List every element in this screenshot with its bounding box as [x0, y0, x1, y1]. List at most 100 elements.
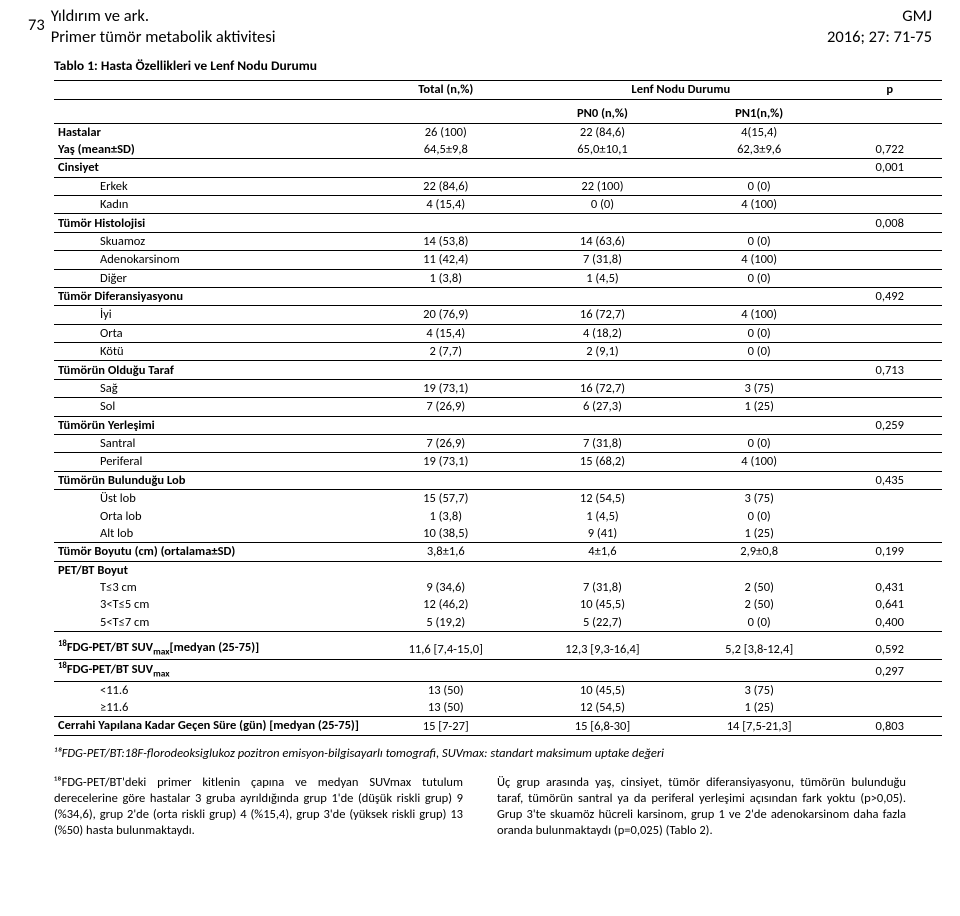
- row-label: Diğer: [54, 269, 367, 287]
- table-row: ≥11.613 (50)12 (54,5)1 (25): [54, 699, 942, 717]
- body-column-right: Üç grup arasında yaş, cinsiyet, tümör di…: [497, 775, 906, 840]
- cell-total: 15 (57,7): [367, 490, 524, 508]
- row-label: Cinsiyet: [54, 159, 367, 177]
- table-row: Tümör Diferansiyasyonu 0,492: [54, 287, 942, 305]
- row-label: Alt lob: [54, 525, 367, 543]
- col-lenf-header: Lenf Nodu Durumu: [524, 81, 837, 99]
- cell-total: 14 (53,8): [367, 232, 524, 250]
- row-label: Sol: [54, 398, 367, 416]
- cell-p: 0,435: [838, 471, 942, 489]
- cell-total: 13 (50): [367, 681, 524, 699]
- cell-p: [838, 398, 942, 416]
- row-label: 18FDG-PET/BT SUVmax[medyan (25-75)]: [54, 638, 367, 660]
- issue-line: 2016; 27: 71-75: [827, 27, 932, 48]
- cell-pn1: 14 [7,5-21,3]: [681, 717, 838, 735]
- cell-total: 7 (26,9): [367, 398, 524, 416]
- row-label: Kadın: [54, 196, 367, 214]
- cell-pn0: [524, 361, 681, 379]
- row-label: T≤3 cm: [54, 579, 367, 596]
- cell-p: [838, 343, 942, 361]
- table-row: Sol7 (26,9)6 (27,3)1 (25): [54, 398, 942, 416]
- cell-p: [838, 123, 942, 141]
- table-row: Skuamoz14 (53,8)14 (63,6)0 (0): [54, 232, 942, 250]
- cell-p: 0,199: [838, 543, 942, 561]
- cell-pn0: [524, 561, 681, 579]
- row-label: 18FDG-PET/BT SUVmax: [54, 659, 367, 681]
- table-row: Periferal19 (73,1)15 (68,2)4 (100): [54, 453, 942, 471]
- cell-pn1: [681, 214, 838, 232]
- row-label: <11.6: [54, 681, 367, 699]
- cell-p: [838, 434, 942, 452]
- row-label: Cerrahi Yapılana Kadar Geçen Süre (gün) …: [54, 717, 367, 735]
- row-label: Tümör Diferansiyasyonu: [54, 287, 367, 305]
- row-label: Yaş (mean±SD): [54, 141, 367, 159]
- cell-pn0: 12 (54,5): [524, 490, 681, 508]
- cell-p: 0,297: [838, 659, 942, 681]
- table-row: <11.613 (50)10 (45,5)3 (75): [54, 681, 942, 699]
- table-body: Hastalar26 (100)22 (84,6)4(15,4)Yaş (mea…: [54, 123, 942, 735]
- cell-p: [838, 251, 942, 269]
- header-right: GMJ 2016; 27: 71-75: [827, 6, 932, 47]
- cell-p: [838, 196, 942, 214]
- cell-pn0: [524, 659, 681, 681]
- row-label: Orta lob: [54, 507, 367, 524]
- cell-pn1: 4 (100): [681, 306, 838, 324]
- cell-p: [838, 699, 942, 717]
- cell-p: [838, 507, 942, 524]
- cell-p: 0,008: [838, 214, 942, 232]
- cell-p: [838, 177, 942, 195]
- row-label: Tümörün Olduğu Taraf: [54, 361, 367, 379]
- patient-characteristics-table: Total (n,%) Lenf Nodu Durumu p PN0 (n,%)…: [54, 80, 942, 735]
- cell-pn1: [681, 416, 838, 434]
- cell-total: 4 (15,4): [367, 196, 524, 214]
- cell-p: 0,592: [838, 638, 942, 660]
- cell-total: [367, 471, 524, 489]
- row-label: 5<T≤7 cm: [54, 614, 367, 632]
- cell-pn1: 5,2 [3,8-12,4]: [681, 638, 838, 660]
- cell-pn1: 4 (100): [681, 453, 838, 471]
- table-row: Tümörün Bulunduğu Lob0,435: [54, 471, 942, 489]
- cell-total: [367, 214, 524, 232]
- cell-pn0: 22 (100): [524, 177, 681, 195]
- cell-pn0: 1 (4,5): [524, 269, 681, 287]
- cell-p: 0,001: [838, 159, 942, 177]
- cell-total: [367, 659, 524, 681]
- cell-pn0: 10 (45,5): [524, 681, 681, 699]
- cell-total: [367, 561, 524, 579]
- table-row: Üst lob15 (57,7)12 (54,5)3 (75): [54, 490, 942, 508]
- table-row: Kadın4 (15,4)0 (0)4 (100): [54, 196, 942, 214]
- cell-total: 10 (38,5): [367, 525, 524, 543]
- table-row: Alt lob10 (38,5)9 (41)1 (25): [54, 525, 942, 543]
- cell-pn0: [524, 287, 681, 305]
- cell-total: 9 (34,6): [367, 579, 524, 596]
- cell-total: [367, 416, 524, 434]
- cell-pn1: [681, 287, 838, 305]
- body-column-left: ¹⁸FDG-PET/BT'deki primer kitlenin çapına…: [54, 775, 463, 840]
- cell-p: 0,641: [838, 596, 942, 613]
- cell-total: 5 (19,2): [367, 614, 524, 632]
- cell-pn1: 62,3±9,6: [681, 141, 838, 159]
- cell-p: 0,492: [838, 287, 942, 305]
- cell-pn1: 1 (25): [681, 699, 838, 717]
- cell-pn1: 2 (50): [681, 579, 838, 596]
- cell-total: 22 (84,6): [367, 177, 524, 195]
- row-label: Sağ: [54, 379, 367, 397]
- cell-pn1: 0 (0): [681, 177, 838, 195]
- col-p-header: p: [838, 81, 942, 99]
- cell-total: 11 (42,4): [367, 251, 524, 269]
- cell-pn1: 4 (100): [681, 196, 838, 214]
- cell-p: [838, 490, 942, 508]
- cell-total: [367, 361, 524, 379]
- cell-total: 4 (15,4): [367, 324, 524, 342]
- cell-p: 0,713: [838, 361, 942, 379]
- journal-abbrev: GMJ: [827, 6, 932, 27]
- cell-pn1: 1 (25): [681, 525, 838, 543]
- cell-pn0: 4 (18,2): [524, 324, 681, 342]
- cell-pn0: [524, 214, 681, 232]
- table-row: Diğer1 (3,8)1 (4,5)0 (0): [54, 269, 942, 287]
- cell-total: 11,6 [7,4-15,0]: [367, 638, 524, 660]
- cell-pn1: 2 (50): [681, 596, 838, 613]
- cell-total: 13 (50): [367, 699, 524, 717]
- cell-pn0: 16 (72,7): [524, 379, 681, 397]
- row-label: Santral: [54, 434, 367, 452]
